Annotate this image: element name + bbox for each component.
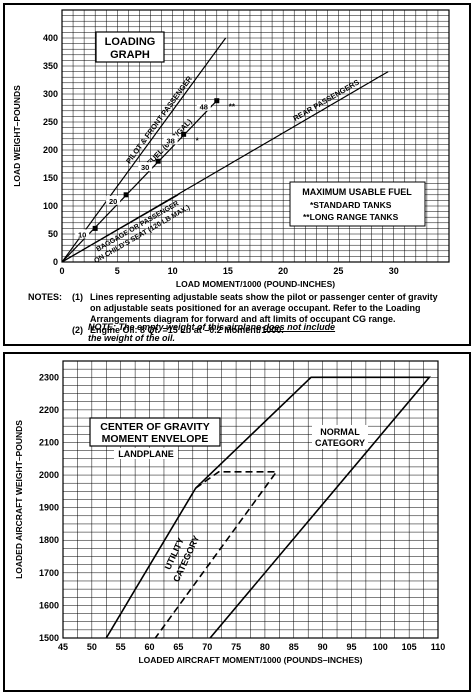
fuel-marker-20 (123, 192, 129, 198)
loading-plot-frame (61, 9, 450, 263)
fuel-marker-label-bg (75, 229, 90, 239)
normal-category-label-1: NORMAL (320, 427, 360, 437)
cg-y-tick-label: 2000 (39, 470, 59, 480)
cg-subtitle-bg (114, 448, 178, 459)
fuel-marker-label-bg (138, 162, 153, 172)
cg-y-tick-label: 1900 (39, 503, 59, 513)
fuel-marker-label-20: 20 (109, 197, 117, 206)
fuel-marker-label-bg (196, 101, 211, 111)
loading-x-tick-label: 15 (223, 266, 233, 276)
cg-x-tick-label: 95 (346, 642, 356, 652)
note-1-text: Lines representing adjustable seats show… (90, 292, 438, 324)
cg-x-tick-label: 45 (58, 642, 68, 652)
fuel-marker-48 (214, 98, 220, 104)
rear-passengers-line (61, 71, 389, 263)
fuel-legend-title: MAXIMUM USABLE FUEL (302, 187, 412, 197)
loading-title-line-1: LOADING (105, 36, 156, 48)
fuel-marker-label-bg (163, 135, 178, 145)
oil-note-text-underlined: does not include (263, 322, 336, 332)
cg-envelope-panel (3, 352, 471, 692)
loading-y-tick-label: 150 (43, 173, 58, 183)
cg-x-tick-label: 50 (87, 642, 97, 652)
pilot-front-passenger-line (61, 37, 227, 263)
fuel-marker-label-38: 38 (166, 136, 174, 145)
fuel-marker-10 (92, 225, 98, 231)
fuel-marker-30 (155, 158, 161, 164)
normal-category-label-bg (312, 425, 368, 449)
cg-y-tick-label: 1600 (39, 600, 59, 610)
cg-title-line-1: CENTER OF GRAVITY (100, 421, 209, 433)
utility-category-envelope (154, 470, 279, 639)
loading-x-tick-label: 25 (333, 266, 343, 276)
loading-x-tick-label: 5 (115, 266, 120, 276)
cg-x-tick-label: 80 (260, 642, 270, 652)
loading-x-tick-label: 10 (168, 266, 178, 276)
cg-title-box (89, 417, 221, 447)
loading-y-axis-label: LOAD WEIGHT–POUNDS (12, 85, 22, 187)
oil-note: NOTE: The empty weight of this airplane … (88, 322, 418, 344)
fuel-marker-label-10: 10 (78, 230, 86, 239)
loading-y-tick-label: 250 (43, 117, 58, 127)
loading-y-tick-label: 350 (43, 61, 58, 71)
cg-x-tick-label: 90 (318, 642, 328, 652)
fuel-legend-long-range: **LONG RANGE TANKS (303, 212, 399, 222)
note-2-text: Engine Oil: 8 Qt. =15 Lb at –0.2 Moment/… (90, 325, 284, 335)
notes-label: NOTES: (28, 292, 63, 302)
fuel-marker-label-30: 30 (141, 163, 149, 172)
loading-x-tick-label: 0 (59, 266, 64, 276)
cg-y-tick-label: 1700 (39, 568, 59, 578)
cg-x-tick-label: 105 (402, 642, 417, 652)
note-1-number: (1) (72, 292, 83, 302)
oil-note-label: NOTE: (88, 322, 116, 332)
loading-y-tick-label: 300 (43, 89, 58, 99)
loading-x-tick-label: 20 (278, 266, 288, 276)
fuel-marker-mark: * (196, 136, 200, 145)
fuel-marker-label-48: 48 (200, 103, 208, 112)
cg-y-axis-label: LOADED AIRCRAFT WEIGHT–POUNDS (14, 420, 24, 579)
cg-x-tick-label: 60 (145, 642, 155, 652)
oil-note-text-b: the weight of the oil. (88, 333, 175, 343)
oil-note-text-a: The empty weight of this airplane (118, 322, 262, 332)
loading-y-tick-label: 400 (43, 33, 58, 43)
loading-y-tick-label: 200 (43, 145, 58, 155)
fuel-legend-box (289, 181, 426, 227)
loading-x-axis-label: LOAD MOMENT/1000 (POUND-INCHES) (176, 279, 335, 289)
cg-x-tick-label: 110 (431, 642, 446, 652)
cg-x-tick-label: 55 (116, 642, 126, 652)
cg-x-tick-label: 75 (231, 642, 241, 652)
fuel-marker-label-bg (106, 195, 121, 205)
fuel-legend-standard: *STANDARD TANKS (310, 200, 392, 210)
cg-x-tick-label: 100 (373, 642, 388, 652)
loading-title-line-2: GRAPH (110, 49, 150, 61)
fuel-marker-38 (181, 131, 187, 137)
loading-x-tick-label: 30 (389, 266, 399, 276)
cg-y-tick-label: 2300 (39, 372, 59, 382)
cg-y-tick-label: 1800 (39, 535, 59, 545)
cg-title-line-2: MOMENT ENVELOPE (102, 433, 209, 445)
normal-category-envelope (105, 376, 432, 639)
loading-y-tick-label: 0 (53, 257, 58, 267)
cg-y-tick-label: 2100 (39, 437, 59, 447)
cg-x-tick-label: 70 (202, 642, 212, 652)
loading-y-tick-label: 100 (43, 201, 58, 211)
note-2-number: (2) (72, 325, 83, 335)
loading-y-tick-label: 50 (48, 229, 58, 239)
cg-y-tick-label: 2200 (39, 405, 59, 415)
cg-plot-frame (62, 360, 439, 639)
notes-block: NOTES: (1) Lines representing adjustable… (28, 292, 448, 336)
cg-y-tick-label: 1500 (39, 633, 59, 643)
cg-subtitle: LANDPLANE (118, 449, 174, 459)
fuel-marker-mark: ** (229, 103, 236, 112)
cg-x-axis-label: LOADED AIRCRAFT MOMENT/1000 (POUNDS–INCH… (138, 655, 362, 665)
loading-title-box (95, 31, 165, 63)
normal-category-label-2: CATEGORY (315, 438, 365, 448)
cg-x-tick-label: 65 (173, 642, 183, 652)
cg-x-tick-label: 85 (289, 642, 299, 652)
